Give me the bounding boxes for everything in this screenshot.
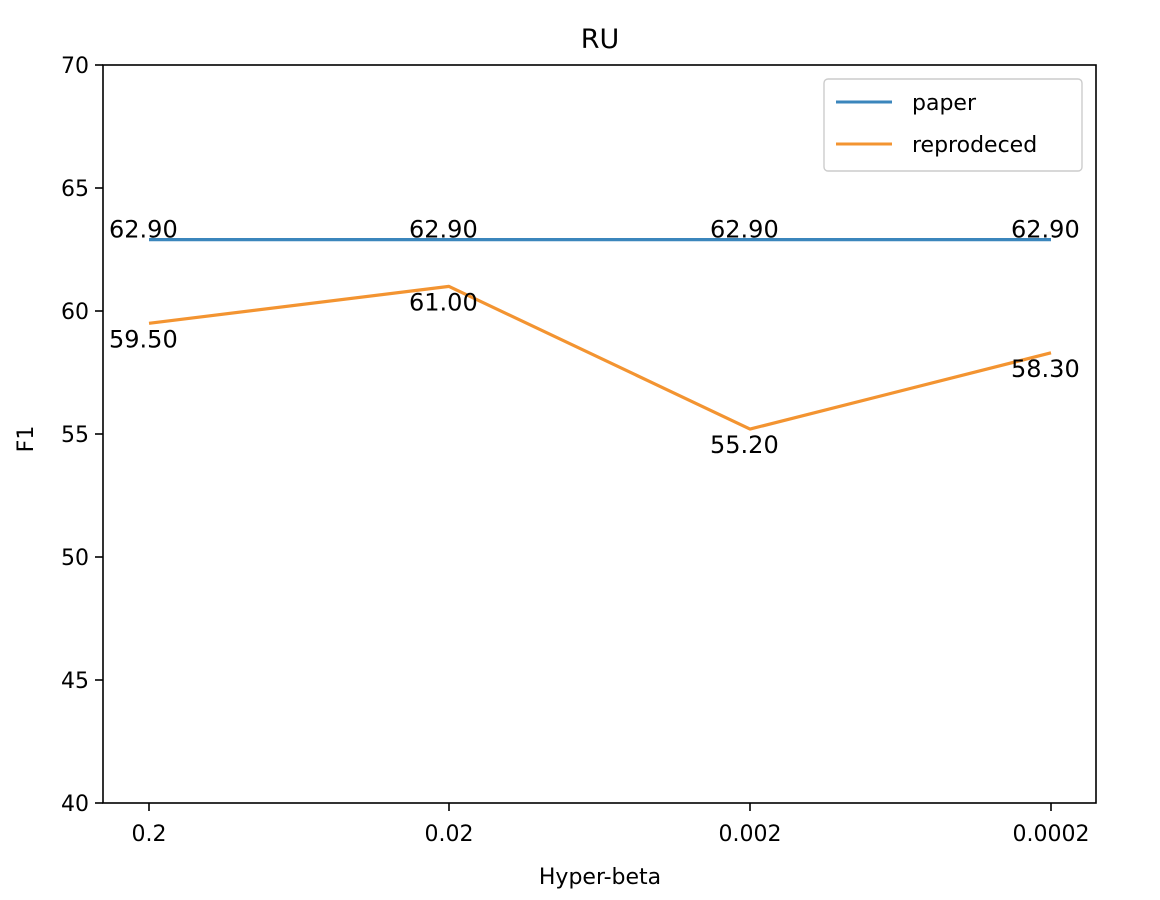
series-line-reprodeced [148,284,1052,431]
y-tick-label: 45 [61,669,89,694]
data-label: 62.90 [409,216,478,244]
data-label: 59.50 [109,325,178,353]
legend: paper reprodeced [823,78,1083,172]
x-tick-label: 0.2 [132,822,167,847]
y-tick-label: 40 [61,792,89,817]
x-tick-label: 0.002 [719,822,782,847]
legend-label-paper: paper [912,91,977,116]
data-label: 55.20 [710,431,779,459]
x-tick-label: 0.0002 [1013,822,1090,847]
data-label: 62.90 [710,216,779,244]
y-axis-label: F1 [14,426,39,453]
x-axis-label: Hyper-beta [539,865,661,890]
x-tick-label: 0.02 [425,822,474,847]
data-label: 61.00 [409,288,478,316]
data-label: 58.30 [1011,355,1080,383]
data-label: 62.90 [1011,216,1080,244]
y-tick-label: 65 [61,177,89,202]
legend-label-reprodeced: reprodeced [912,133,1037,158]
y-tick-label: 60 [61,300,89,325]
data-label: 62.90 [109,216,178,244]
y-tick-label: 55 [61,423,89,448]
plot-frame [102,64,1097,804]
y-tick-label: 70 [61,54,89,79]
chart-title: RU [581,24,620,55]
y-tick-label: 50 [61,546,89,571]
